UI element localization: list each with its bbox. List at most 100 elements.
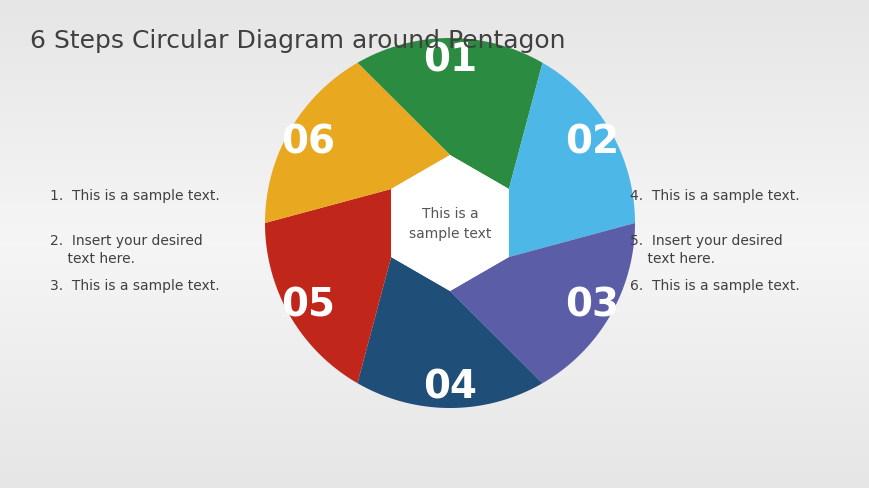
Text: 3.  This is a sample text.: 3. This is a sample text. xyxy=(50,279,219,292)
Bar xyxy=(0,456,869,459)
Bar xyxy=(0,346,869,349)
Bar xyxy=(0,134,869,137)
Bar xyxy=(0,427,869,429)
Bar xyxy=(0,61,869,63)
Bar xyxy=(0,290,869,293)
Bar xyxy=(0,102,869,105)
Bar xyxy=(0,183,869,185)
Bar xyxy=(0,193,869,195)
Bar xyxy=(0,66,869,68)
Bar xyxy=(0,5,869,7)
Bar xyxy=(0,376,869,378)
Bar xyxy=(0,2,869,5)
Bar xyxy=(0,410,869,412)
Bar xyxy=(0,266,869,268)
Bar xyxy=(0,327,869,329)
Bar xyxy=(0,351,869,354)
Bar xyxy=(0,200,869,203)
Text: 4.  This is a sample text.: 4. This is a sample text. xyxy=(629,189,799,203)
Text: 02: 02 xyxy=(564,123,618,161)
Bar xyxy=(0,51,869,54)
Polygon shape xyxy=(449,224,634,384)
Bar xyxy=(0,203,869,205)
Bar xyxy=(0,7,869,10)
Bar xyxy=(0,254,869,256)
Bar xyxy=(0,163,869,166)
Polygon shape xyxy=(357,39,542,190)
Bar xyxy=(0,461,869,464)
Bar xyxy=(0,281,869,283)
Bar xyxy=(0,215,869,217)
Bar xyxy=(0,161,869,163)
Bar xyxy=(0,405,869,407)
Bar xyxy=(0,173,869,176)
Bar xyxy=(0,337,869,339)
Bar xyxy=(0,237,869,239)
Bar xyxy=(0,54,869,56)
Bar xyxy=(0,371,869,373)
Bar xyxy=(0,142,869,144)
Bar xyxy=(0,166,869,168)
Text: 6 Steps Circular Diagram around Pentagon: 6 Steps Circular Diagram around Pentagon xyxy=(30,29,565,53)
Bar xyxy=(0,437,869,439)
Text: 1.  This is a sample text.: 1. This is a sample text. xyxy=(50,189,220,203)
Bar xyxy=(0,139,869,142)
Bar xyxy=(0,322,869,325)
Bar xyxy=(0,59,869,61)
Bar xyxy=(0,234,869,237)
Bar xyxy=(0,332,869,334)
Text: 06: 06 xyxy=(281,123,335,161)
Bar xyxy=(0,449,869,451)
Bar xyxy=(0,12,869,15)
Bar xyxy=(0,356,869,359)
Bar xyxy=(0,39,869,41)
Bar xyxy=(0,146,869,149)
Bar xyxy=(0,420,869,422)
Bar xyxy=(0,171,869,173)
Bar xyxy=(0,222,869,224)
Bar xyxy=(0,151,869,154)
Bar xyxy=(0,361,869,364)
Bar xyxy=(0,107,869,110)
Bar xyxy=(0,90,869,93)
Bar xyxy=(0,381,869,383)
Bar xyxy=(0,422,869,425)
Bar xyxy=(0,325,869,327)
Bar xyxy=(0,149,869,151)
Bar xyxy=(0,88,869,90)
Bar xyxy=(0,342,869,344)
Bar xyxy=(0,198,869,200)
Bar xyxy=(0,95,869,98)
Bar xyxy=(0,276,869,278)
Polygon shape xyxy=(357,258,542,408)
Bar xyxy=(0,100,869,102)
Bar xyxy=(0,20,869,22)
Bar xyxy=(0,115,869,117)
Bar xyxy=(0,83,869,85)
Bar xyxy=(0,249,869,251)
Text: 05: 05 xyxy=(281,286,335,324)
Bar xyxy=(0,34,869,37)
Bar xyxy=(0,364,869,366)
Bar xyxy=(0,486,869,488)
Bar xyxy=(0,22,869,24)
Bar xyxy=(0,212,869,215)
Bar xyxy=(0,478,869,481)
Text: 6.  This is a sample text.: 6. This is a sample text. xyxy=(629,279,799,292)
Bar xyxy=(0,481,869,483)
Bar xyxy=(0,232,869,234)
Text: 01: 01 xyxy=(422,41,476,79)
Bar xyxy=(0,261,869,264)
Bar xyxy=(0,288,869,290)
Text: 04: 04 xyxy=(422,368,476,406)
Bar xyxy=(0,17,869,20)
Bar xyxy=(0,366,869,368)
Bar xyxy=(0,168,869,171)
Bar xyxy=(0,354,869,356)
Bar xyxy=(0,310,869,312)
Bar xyxy=(0,334,869,337)
Bar xyxy=(0,300,869,303)
Bar xyxy=(0,295,869,298)
Bar xyxy=(0,268,869,271)
Bar xyxy=(0,68,869,71)
